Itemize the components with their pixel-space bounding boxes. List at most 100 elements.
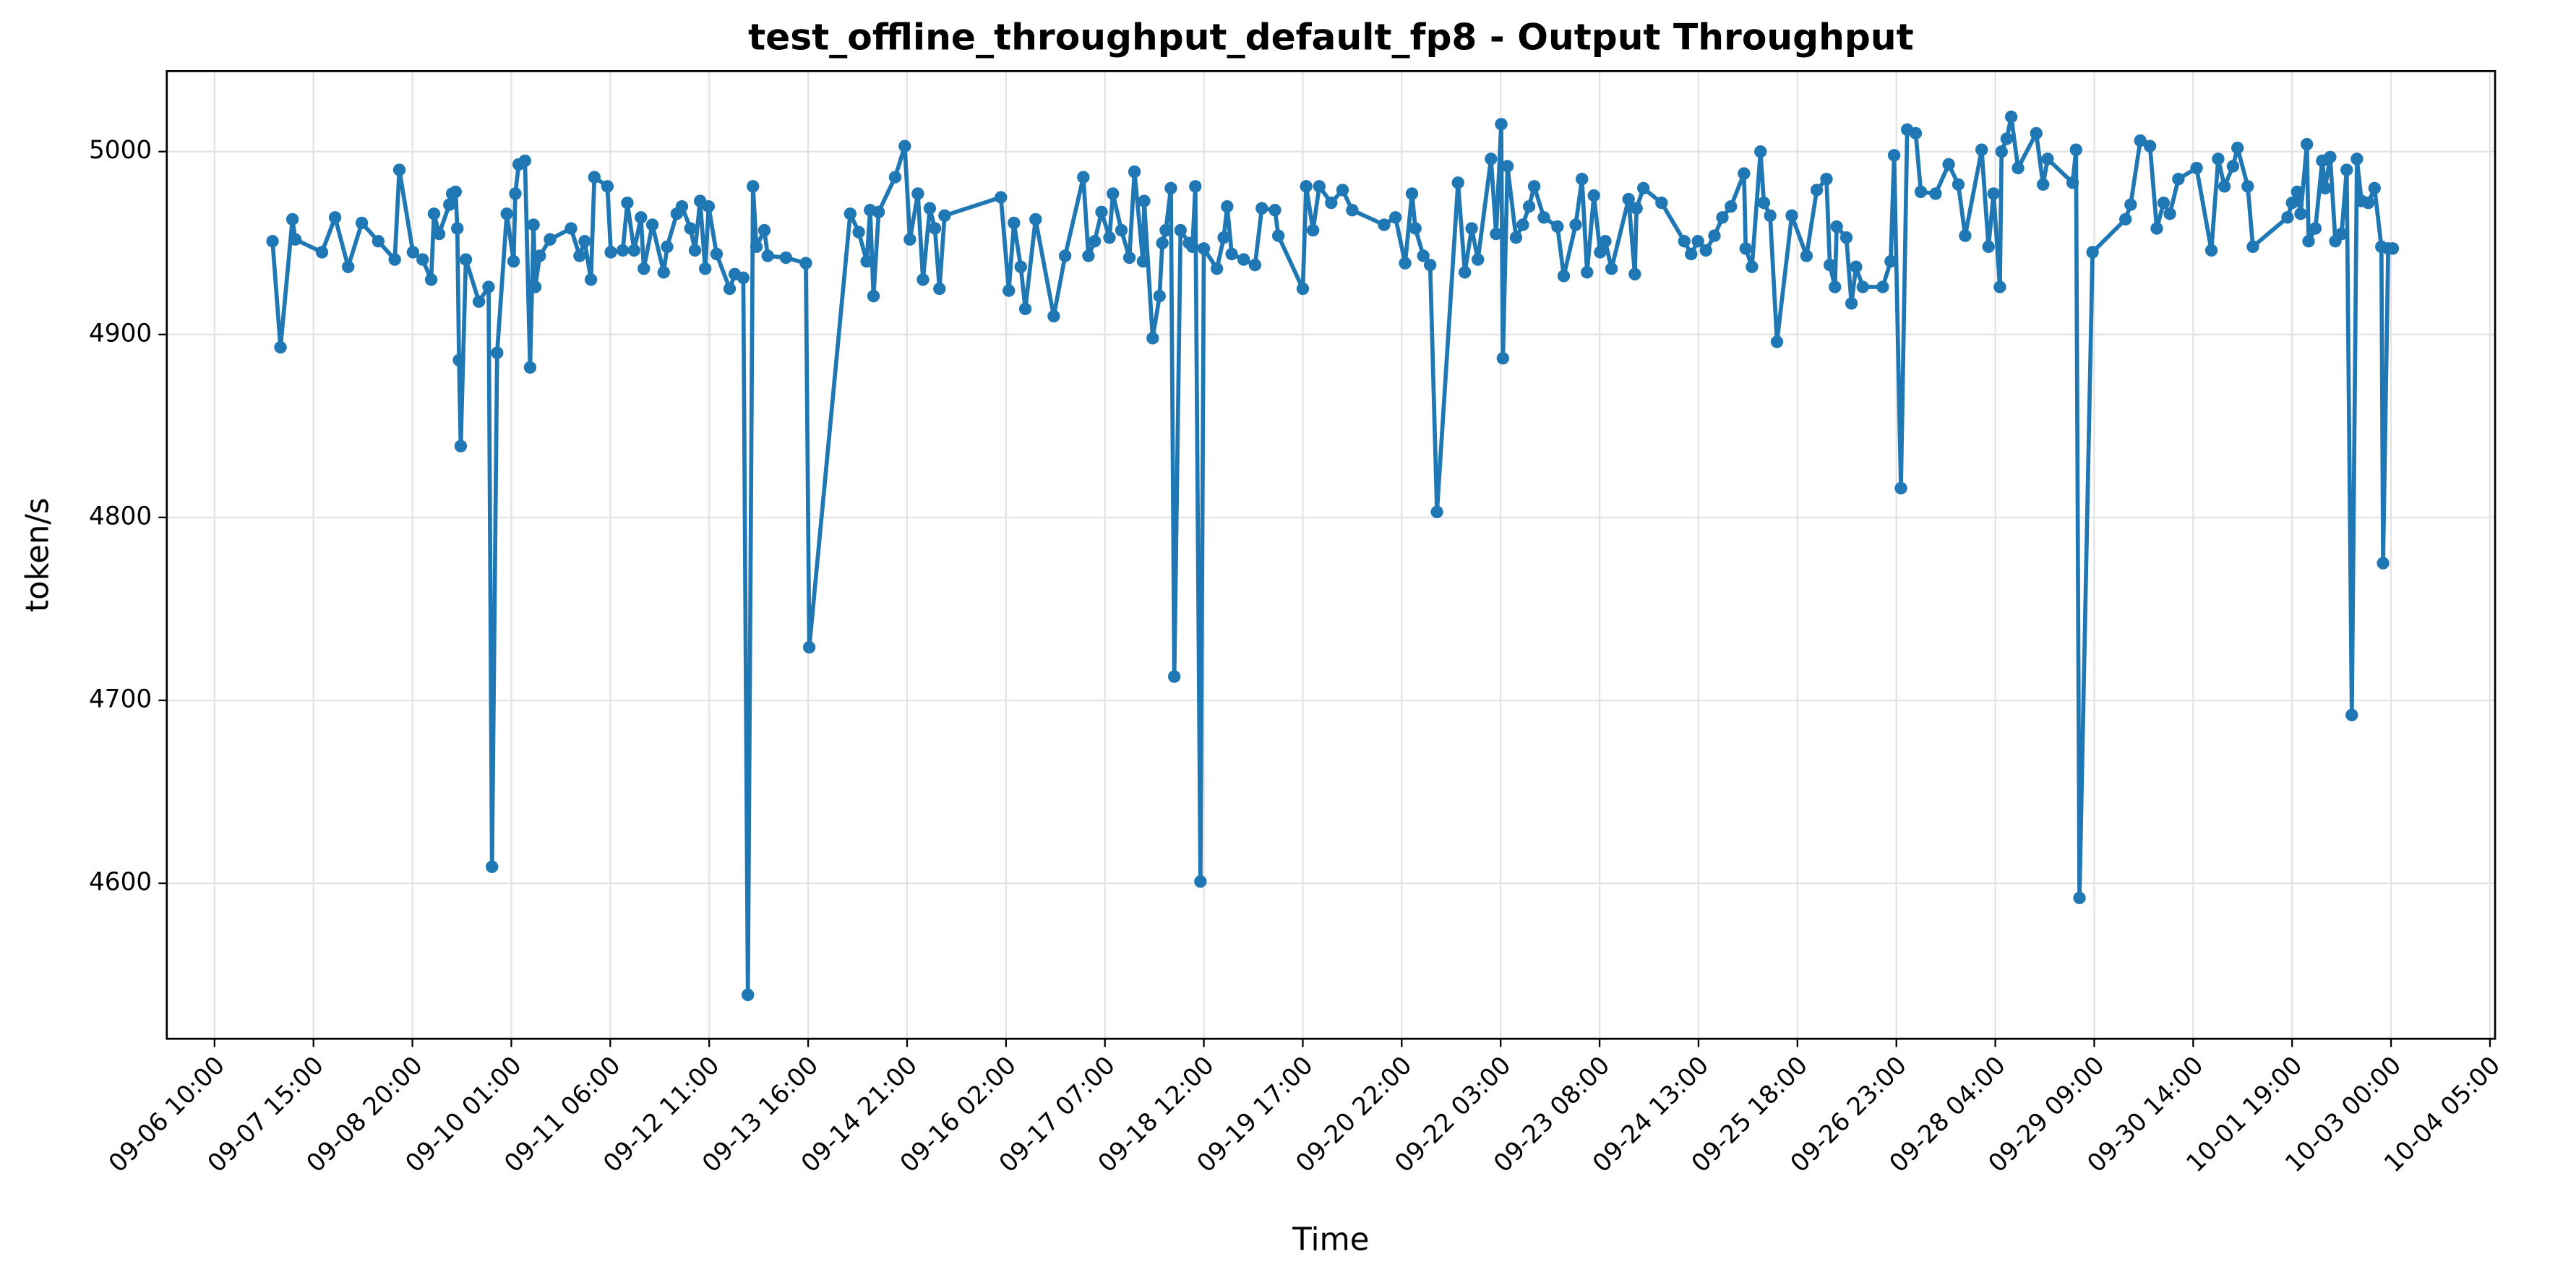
- data-point: [1894, 481, 1907, 495]
- data-point: [1628, 267, 1641, 280]
- data-point: [1685, 247, 1698, 261]
- data-point: [1018, 302, 1032, 316]
- data-point: [1845, 297, 1858, 310]
- data-point: [1194, 875, 1207, 888]
- data-point: [1995, 145, 2008, 158]
- data-point: [1516, 218, 1529, 231]
- data-point: [1088, 235, 1102, 248]
- data-point: [2241, 180, 2254, 193]
- data-point: [601, 180, 614, 193]
- data-point: [621, 196, 634, 210]
- data-point: [518, 154, 532, 168]
- data-point: [761, 249, 774, 262]
- data-point: [928, 222, 942, 235]
- data-point: [1458, 266, 1472, 279]
- data-point: [452, 353, 465, 366]
- data-point: [328, 211, 342, 224]
- data-point: [661, 240, 674, 254]
- data-point: [449, 185, 463, 199]
- data-point: [2212, 153, 2225, 166]
- data-point: [1197, 242, 1211, 255]
- data-point: [699, 262, 712, 275]
- data-point: [2340, 163, 2353, 176]
- data-point: [1959, 229, 1972, 242]
- data-point: [1605, 262, 1618, 275]
- data-point: [1691, 235, 1704, 248]
- data-point: [1217, 231, 1230, 244]
- data-point: [1296, 282, 1310, 296]
- data-point: [482, 280, 495, 293]
- data-point: [1884, 254, 1897, 268]
- data-point: [2172, 173, 2185, 186]
- data-point: [1830, 220, 1843, 233]
- data-point: [2000, 132, 2014, 145]
- data-point: [1527, 180, 1541, 193]
- data-point: [1115, 223, 1128, 237]
- data-point: [1082, 249, 1095, 262]
- data-point: [406, 246, 420, 259]
- data-point: [1189, 180, 1202, 193]
- data-point: [1490, 227, 1503, 241]
- data-point: [2300, 137, 2314, 151]
- data-point: [1655, 196, 1668, 210]
- data-point: [1122, 251, 1136, 265]
- data-point: [1221, 199, 1234, 213]
- data-point: [1167, 670, 1181, 683]
- data-point: [1975, 143, 1988, 156]
- data-point: [684, 222, 697, 235]
- data-point: [523, 361, 537, 374]
- x-axis-label: Time: [1292, 1222, 1369, 1258]
- data-point: [2150, 222, 2163, 235]
- data-point: [1800, 249, 1813, 262]
- data-point: [1557, 270, 1571, 283]
- data-point: [637, 262, 651, 275]
- data-point: [702, 199, 716, 213]
- data-point: [427, 207, 441, 220]
- data-point: [2294, 207, 2307, 220]
- data-point: [1003, 284, 1016, 297]
- data-point: [432, 227, 446, 241]
- data-point: [1146, 332, 1159, 345]
- data-point: [1785, 209, 1798, 222]
- data-point: [888, 171, 902, 184]
- data-point: [1587, 189, 1600, 202]
- data-point: [1820, 173, 1833, 186]
- data-point: [1551, 220, 1564, 233]
- data-point: [2377, 557, 2390, 570]
- data-point: [2281, 211, 2294, 224]
- data-point: [1754, 145, 1767, 158]
- data-point: [1103, 231, 1116, 244]
- data-point: [1423, 258, 1437, 272]
- data-point: [2246, 240, 2259, 254]
- data-point: [1522, 199, 1536, 213]
- data-point: [2163, 207, 2176, 220]
- data-point: [843, 207, 856, 220]
- y-axis-label: token/s: [20, 497, 56, 612]
- data-point: [1336, 184, 1349, 197]
- data-point: [388, 253, 401, 266]
- data-point: [486, 860, 499, 873]
- data-point: [1451, 176, 1464, 189]
- data-point: [2345, 708, 2358, 721]
- data-point: [1271, 229, 1285, 242]
- data-point: [779, 251, 793, 265]
- data-point: [916, 273, 929, 286]
- data-point: [527, 218, 540, 231]
- data-point: [1887, 149, 1901, 162]
- data-point: [860, 254, 873, 268]
- data-point: [1823, 258, 1837, 272]
- plot-area: [266, 110, 2400, 1002]
- y-tick-label: 4700: [89, 684, 152, 713]
- data-point: [1810, 184, 1824, 197]
- data-point: [1306, 223, 1320, 237]
- data-point: [1136, 254, 1150, 268]
- data-point: [578, 235, 591, 248]
- data-point: [2291, 185, 2304, 199]
- data-point: [1164, 181, 1177, 195]
- data-point: [1485, 153, 1498, 166]
- data-point: [2157, 196, 2171, 210]
- data-point: [1594, 246, 1607, 259]
- data-point: [1569, 218, 1582, 231]
- data-point: [1058, 249, 1072, 262]
- data-point: [1678, 235, 1691, 248]
